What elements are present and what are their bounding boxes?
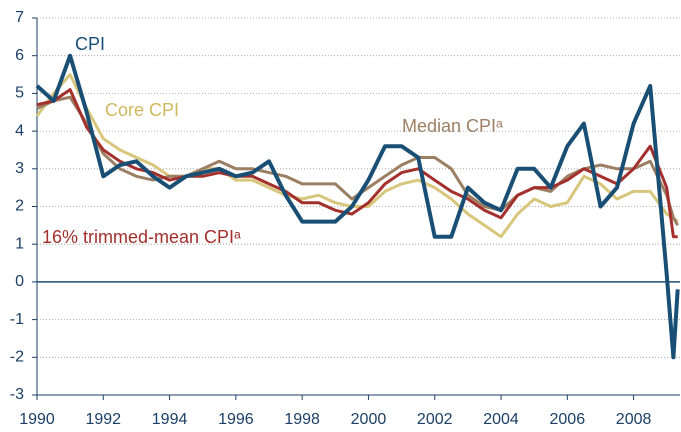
y-tick-label: -1 bbox=[10, 311, 24, 328]
x-tick-label: 1994 bbox=[152, 411, 188, 428]
y-tick-label: 2 bbox=[15, 198, 24, 215]
y-tick-label: 7 bbox=[15, 9, 24, 26]
y-tick-label: 3 bbox=[15, 160, 24, 177]
y-tick-label: -3 bbox=[10, 386, 24, 403]
x-tick-label: 2006 bbox=[550, 411, 586, 428]
y-tick-label: -2 bbox=[10, 349, 24, 366]
x-tick-label: 1992 bbox=[85, 411, 121, 428]
y-tick-label: 5 bbox=[15, 85, 24, 102]
series-line bbox=[35, 53, 680, 360]
x-tick-label: 2002 bbox=[417, 411, 453, 428]
y-tick-label: 6 bbox=[15, 47, 24, 64]
series-line bbox=[36, 95, 680, 227]
x-tick-label: 1996 bbox=[218, 411, 254, 428]
x-tick-label: 1990 bbox=[19, 411, 55, 428]
x-tick-label: 2000 bbox=[351, 411, 387, 428]
series-label: Median CPIᵃ bbox=[402, 116, 503, 136]
x-tick-label: 2008 bbox=[616, 411, 652, 428]
series-label: CPI bbox=[75, 34, 105, 54]
series-label: Core CPI bbox=[105, 100, 179, 120]
x-tick-label: 1998 bbox=[284, 411, 320, 428]
x-tick-label: 2004 bbox=[483, 411, 519, 428]
y-tick-label: 4 bbox=[15, 122, 24, 139]
y-tick-label: 1 bbox=[15, 235, 24, 252]
series-label: 16% trimmed-mean CPIᵃ bbox=[42, 227, 241, 247]
series-line bbox=[35, 73, 679, 239]
y-tick-label: 0 bbox=[15, 273, 24, 290]
